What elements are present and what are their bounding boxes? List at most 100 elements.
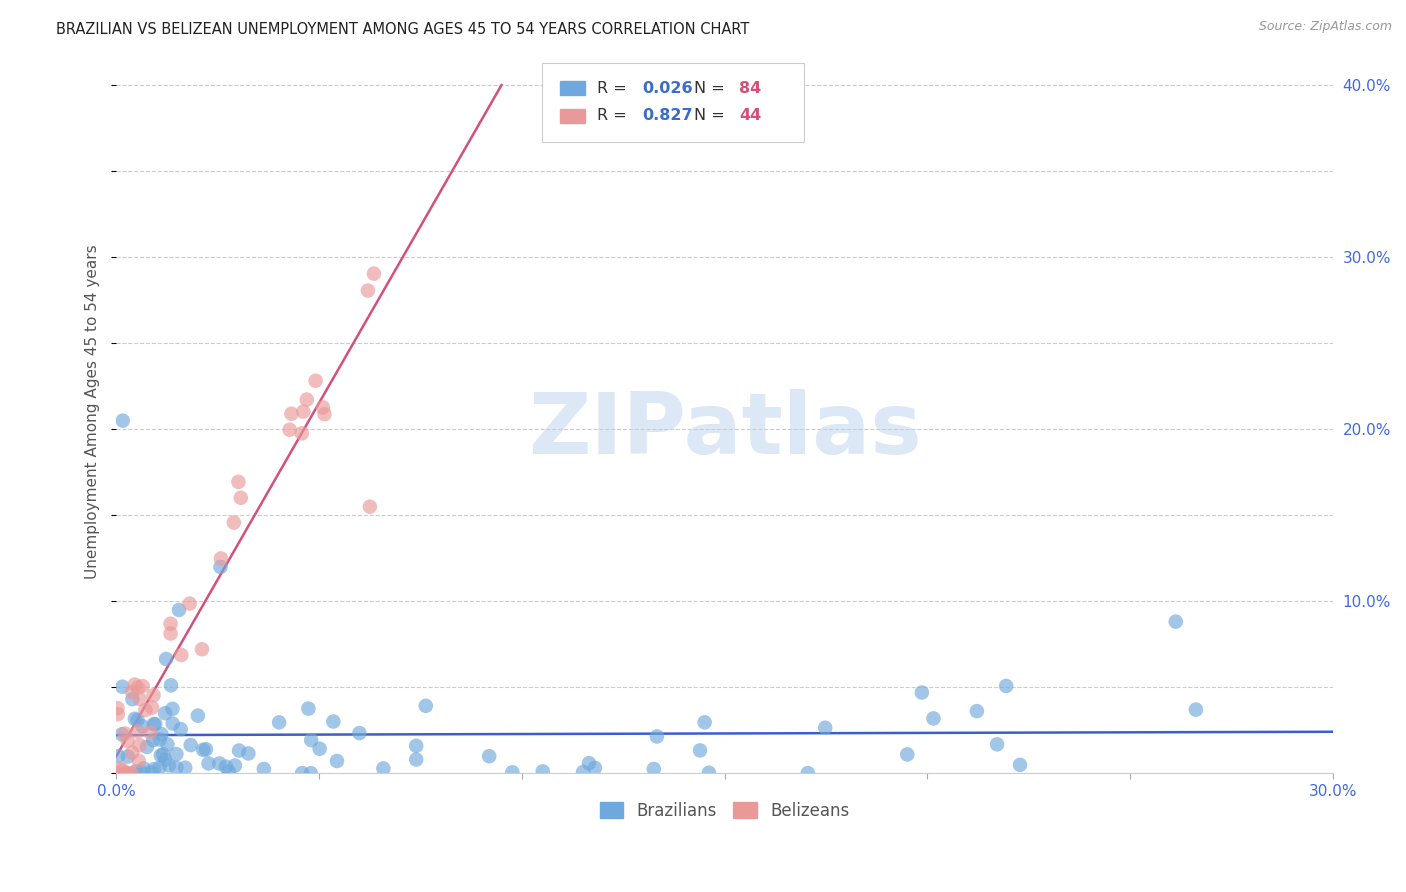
Point — [111, 414, 134, 428]
Point — [180, 738, 202, 752]
Point — [693, 715, 716, 730]
Point — [121, 746, 143, 760]
Point — [583, 761, 606, 775]
Point — [209, 551, 232, 566]
Point — [162, 716, 184, 731]
Point — [278, 423, 301, 437]
FancyBboxPatch shape — [543, 63, 804, 143]
Point — [322, 714, 344, 729]
Text: 0.026: 0.026 — [641, 81, 692, 95]
Point — [814, 721, 837, 735]
Point — [142, 688, 165, 702]
Point — [149, 732, 172, 747]
Point — [1185, 703, 1208, 717]
Text: R =: R = — [596, 81, 631, 95]
Point — [149, 748, 172, 763]
Point — [156, 738, 179, 752]
Point — [697, 765, 720, 780]
Point — [125, 764, 148, 779]
Point — [174, 761, 197, 775]
Point — [359, 500, 381, 514]
Point — [141, 765, 163, 780]
Text: N =: N = — [695, 108, 730, 123]
Text: ZIPatlas: ZIPatlas — [527, 389, 921, 472]
Point — [187, 708, 209, 723]
Point — [291, 766, 314, 780]
Point — [357, 284, 380, 298]
Point — [127, 713, 149, 727]
Point — [222, 516, 245, 530]
Y-axis label: Unemployment Among Ages 45 to 54 years: Unemployment Among Ages 45 to 54 years — [86, 244, 100, 580]
Point — [197, 756, 219, 771]
Point — [108, 762, 131, 776]
Point — [143, 762, 166, 776]
Point — [228, 475, 250, 489]
Point — [131, 679, 153, 693]
Point — [405, 739, 427, 753]
Point — [167, 603, 190, 617]
Point — [966, 704, 988, 718]
Point — [208, 756, 231, 771]
Point — [152, 747, 174, 762]
Point — [312, 401, 335, 415]
Point — [134, 703, 156, 717]
Point — [405, 752, 427, 766]
Point — [159, 616, 181, 631]
Point — [297, 701, 319, 715]
Point — [995, 679, 1018, 693]
Point — [165, 761, 187, 775]
Point — [128, 738, 150, 752]
Point — [131, 719, 153, 733]
Point — [111, 763, 134, 777]
Legend: Brazilians, Belizeans: Brazilians, Belizeans — [593, 795, 856, 827]
Point — [117, 749, 139, 764]
Point — [224, 758, 246, 772]
Point — [160, 678, 183, 692]
Point — [153, 706, 176, 721]
Point — [1164, 615, 1187, 629]
Point — [162, 702, 184, 716]
Point — [155, 652, 177, 666]
Text: 84: 84 — [740, 81, 762, 95]
Point — [292, 404, 315, 418]
Point — [159, 626, 181, 640]
Point — [299, 766, 322, 780]
Point — [572, 764, 595, 779]
Point — [124, 677, 146, 691]
Point — [128, 754, 150, 768]
Point — [121, 692, 143, 706]
Point — [111, 680, 134, 694]
Point — [165, 747, 187, 761]
Point — [238, 747, 260, 761]
Point — [349, 726, 371, 740]
Bar — [561, 81, 585, 95]
Point — [501, 765, 523, 780]
Point — [139, 725, 162, 739]
Point — [373, 761, 395, 775]
Point — [643, 762, 665, 776]
Point — [142, 717, 165, 731]
Point — [127, 681, 149, 695]
Point — [191, 642, 214, 657]
Point — [107, 749, 129, 764]
Point — [107, 707, 129, 722]
Point — [304, 374, 326, 388]
Point — [986, 737, 1008, 751]
Point — [228, 743, 250, 757]
Point — [299, 733, 322, 747]
Text: 44: 44 — [740, 108, 762, 123]
Point — [911, 685, 934, 699]
Point — [124, 712, 146, 726]
Point — [132, 762, 155, 776]
Point — [135, 739, 157, 754]
Point — [115, 766, 138, 780]
Point — [229, 491, 252, 505]
Point — [127, 724, 149, 739]
Point — [142, 733, 165, 747]
Point — [797, 766, 820, 780]
Point — [269, 715, 291, 730]
Point — [191, 743, 214, 757]
Point — [645, 730, 668, 744]
Point — [218, 764, 240, 779]
Point — [131, 765, 153, 780]
